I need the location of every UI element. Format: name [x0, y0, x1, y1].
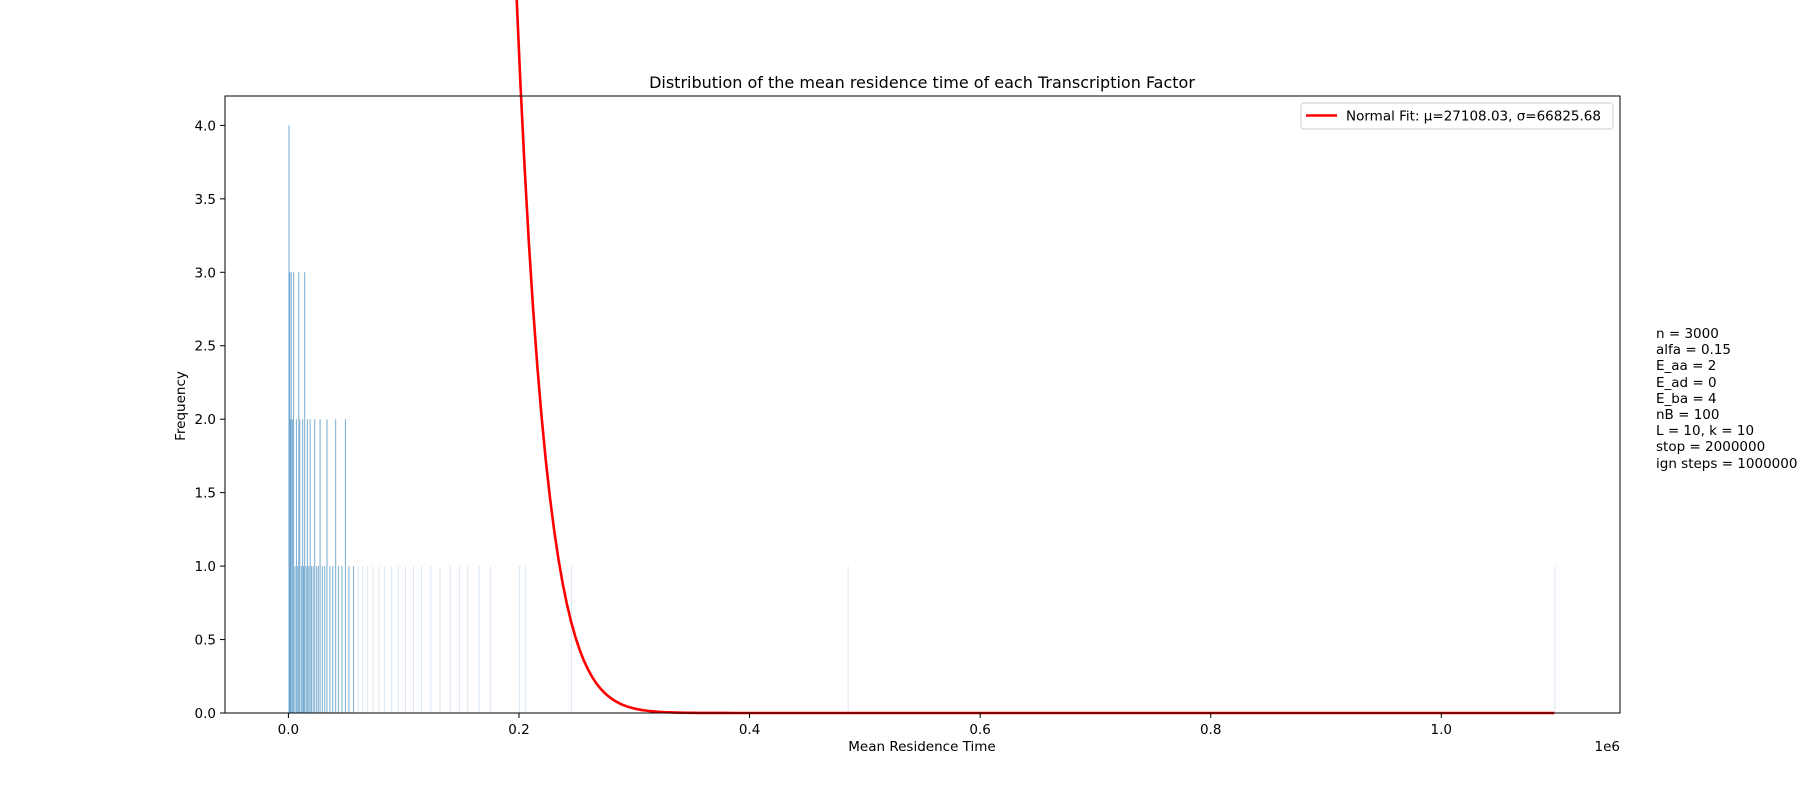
histogram-bar [295, 419, 297, 713]
histogram-bar [326, 419, 328, 713]
histogram-bars [288, 125, 1556, 713]
histogram-bar [297, 566, 299, 713]
parameter-line: stop = 2000000 [1656, 439, 1766, 456]
histogram-bar [391, 566, 393, 713]
x-axis-label: Mean Residence Time [848, 739, 995, 755]
histogram-bar [337, 566, 340, 713]
histogram-bar [348, 566, 350, 713]
histogram-bar [362, 566, 364, 713]
histogram-bar [420, 566, 423, 713]
histogram-bar [332, 566, 334, 713]
parameter-line: nB = 100 [1656, 407, 1720, 424]
histogram-bar [317, 566, 319, 713]
histogram-bar [372, 566, 374, 713]
y-tick-label: 0.0 [195, 706, 216, 722]
y-tick-label: 1.5 [195, 486, 216, 502]
x-tick-label: 0.4 [739, 722, 760, 738]
histogram-bar [518, 566, 521, 713]
parameter-annotation: n = 3000 alfa = 0.15 E_aa = 2 E_ad = 0 E_ba … [1656, 326, 1797, 472]
legend: Normal Fit: μ=27108.03, σ=66825.68 [1300, 102, 1614, 130]
histogram-bar [378, 566, 380, 713]
histogram-bar [298, 272, 300, 713]
histogram-bar [288, 125, 290, 713]
y-tick-label: 3.5 [195, 192, 216, 208]
y-tick-label: 4.0 [195, 118, 216, 134]
histogram-bar [312, 566, 314, 713]
axes-frame [224, 95, 1621, 714]
y-tick-label: 1.0 [195, 559, 216, 575]
histogram-bar [439, 566, 441, 713]
x-tick-label: 1.0 [1431, 722, 1452, 738]
histogram-bar [490, 566, 492, 713]
histogram-bar [341, 566, 343, 713]
histogram-bar [524, 566, 526, 713]
histogram-bar [404, 566, 406, 713]
histogram-bar [335, 419, 337, 713]
histogram-bar [291, 419, 294, 713]
parameter-line: ign steps = 1000000 [1656, 455, 1798, 472]
histogram-bar [478, 566, 480, 713]
histogram-bar [308, 566, 310, 713]
x-axis-offset-label: 1e6 [1595, 739, 1620, 755]
histogram-bar [305, 566, 307, 713]
histogram-bar [304, 272, 306, 713]
histogram-bar [412, 566, 415, 713]
histogram-bar [570, 566, 572, 713]
histogram-bar [329, 566, 331, 713]
histogram-bar [384, 566, 386, 713]
x-tick-label: 0.0 [278, 722, 299, 738]
x-axis-ticks: 0.0 0.2 0.4 0.6 0.8 1.0 [278, 713, 1452, 738]
histogram-bar [310, 566, 312, 713]
histogram-bar [344, 419, 346, 713]
histogram-bar [303, 566, 305, 713]
y-tick-label: 2.0 [195, 412, 216, 428]
histogram-bar [306, 419, 308, 713]
histogram-bar [366, 566, 368, 713]
histogram-bar [324, 566, 326, 713]
x-tick-label: 0.6 [969, 722, 990, 738]
chart-title: Distribution of the mean residence time … [649, 73, 1195, 92]
histogram-bar [459, 566, 461, 713]
histogram-bar [316, 566, 318, 713]
x-tick-label: 0.2 [508, 722, 529, 738]
parameter-line: E_aa = 2 [1656, 358, 1717, 375]
histogram-bar [467, 566, 469, 713]
legend-entry-label: Normal Fit: μ=27108.03, σ=66825.68 [1346, 109, 1601, 125]
histogram-bar [321, 566, 323, 713]
parameter-line: alfa = 0.15 [1656, 342, 1732, 359]
histogram-bar [294, 566, 296, 713]
histogram-bar [352, 566, 355, 713]
histogram-bar [397, 566, 400, 713]
parameter-line: n = 3000 [1656, 326, 1719, 342]
x-tick-label: 0.8 [1200, 722, 1221, 738]
histogram-bar [847, 566, 849, 713]
histogram-bar [449, 566, 451, 713]
y-tick-label: 0.5 [195, 633, 216, 649]
y-axis-ticks: 0.0 0.5 1.0 1.5 2.0 2.5 3.0 3.5 4.0 [195, 118, 225, 722]
parameter-line: L = 10, k = 10 [1656, 423, 1755, 440]
histogram-bar [319, 419, 321, 713]
histogram-bar [293, 272, 295, 713]
legend-box [1300, 102, 1614, 130]
histogram-bar [309, 419, 311, 713]
histogram-bar [302, 419, 304, 713]
histogram-bar [300, 566, 302, 713]
y-tick-label: 3.0 [195, 265, 216, 281]
histogram-bar [430, 566, 432, 713]
histogram-bar [290, 419, 292, 713]
histogram-bar [1554, 566, 1556, 713]
parameter-line: E_ad = 0 [1656, 374, 1717, 391]
parameter-line: E_ba = 4 [1656, 390, 1717, 407]
histogram-bar [290, 272, 292, 713]
histogram-bar [299, 419, 301, 713]
histogram-bar [314, 419, 316, 713]
histogram-bar [289, 272, 291, 713]
histogram-bar [357, 566, 359, 713]
y-tick-label: 2.5 [195, 339, 216, 355]
y-axis-label: Frequency [173, 371, 189, 441]
